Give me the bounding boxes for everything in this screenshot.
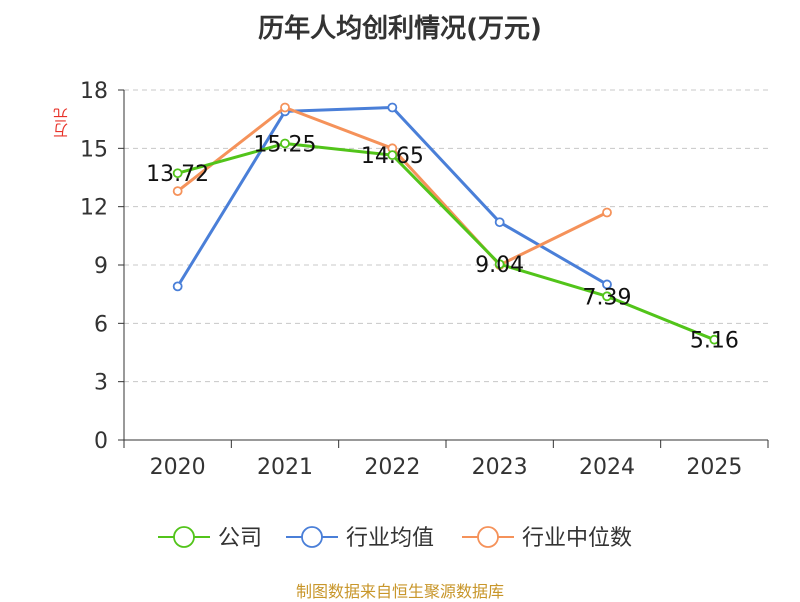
data-point xyxy=(172,186,183,197)
data-point xyxy=(172,168,183,179)
data-label: 7.39 xyxy=(583,285,632,310)
data-point xyxy=(172,281,183,292)
legend-label: 公司 xyxy=(218,526,262,551)
data-point xyxy=(709,334,720,345)
y-tick-label: 15 xyxy=(80,137,108,162)
x-tick-label: 2022 xyxy=(364,455,420,480)
data-point xyxy=(387,150,398,161)
y-tick-label: 18 xyxy=(80,79,108,104)
x-tick-label: 2023 xyxy=(472,455,528,480)
x-tick-label: 2025 xyxy=(686,455,742,480)
data-point xyxy=(602,279,612,290)
data-label: 13.72 xyxy=(146,162,209,187)
y-tick-label: 12 xyxy=(80,196,108,221)
series-layer xyxy=(172,102,720,345)
series-line-1 xyxy=(176,106,608,288)
legend-item: 公司 xyxy=(158,526,262,551)
data-label-layer: 13.72 15.25 14.65 9.04 7.39 5.16 xyxy=(146,132,739,353)
source-note: 制图数据来自恒生聚源数据库 xyxy=(295,582,504,601)
data-point xyxy=(494,259,505,270)
y-tick-label: 9 xyxy=(94,254,108,279)
grid-layer xyxy=(124,89,768,383)
legend: 公司 行业均值 行业中位数 xyxy=(158,526,632,551)
data-point xyxy=(280,102,290,113)
y-tick-label: 0 xyxy=(94,429,108,454)
legend-label: 行业中位数 xyxy=(522,526,632,551)
chart-title: 历年人均创利情况(万元) xyxy=(258,14,542,44)
x-tick-label: 2020 xyxy=(150,455,206,480)
series-line-2 xyxy=(176,106,608,267)
data-point xyxy=(280,138,290,149)
x-tick-label: 2021 xyxy=(257,455,313,480)
data-label: 15.25 xyxy=(254,132,317,157)
legend-marker xyxy=(173,526,195,548)
axis-layer: 0 3 6 9 12 15 18 2020 2021 2022 2023 2024 2025 xyxy=(80,79,769,480)
data-point xyxy=(387,102,398,113)
data-label: 9.04 xyxy=(475,253,524,278)
data-label: 5.16 xyxy=(690,329,739,354)
legend-label: 行业均值 xyxy=(346,526,434,551)
y-tick-label: 6 xyxy=(94,312,108,337)
legend-marker xyxy=(477,526,499,548)
data-point xyxy=(602,207,612,218)
legend-marker xyxy=(301,526,323,548)
series-line-0 xyxy=(177,142,715,342)
legend-item: 行业中位数 xyxy=(462,526,632,551)
data-point xyxy=(494,217,505,228)
legend-item: 行业均值 xyxy=(286,526,434,551)
data-point xyxy=(602,291,612,302)
x-tick-label: 2024 xyxy=(579,455,635,480)
data-label: 14.65 xyxy=(361,144,424,169)
y-tick-label: 3 xyxy=(94,371,108,396)
